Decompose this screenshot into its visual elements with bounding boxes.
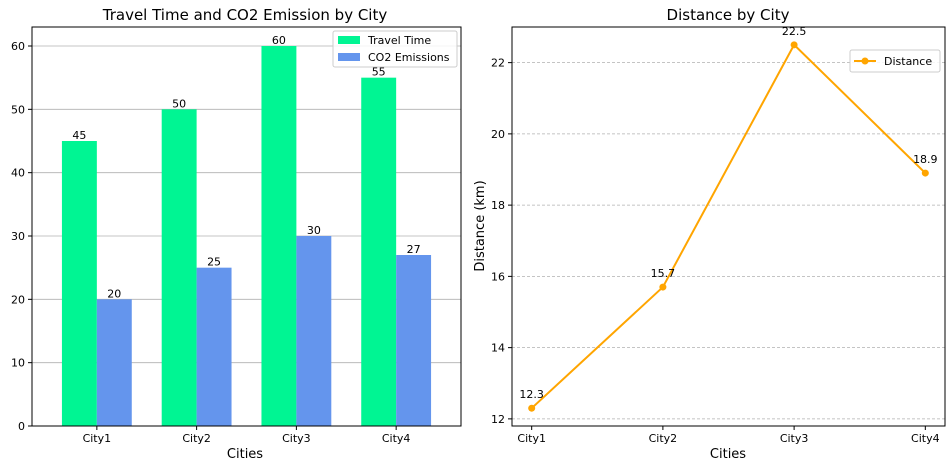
bar-value-label: 55	[372, 66, 386, 79]
point-value-label: 15.7	[651, 267, 676, 280]
line-chart-panel: Distance by City 12.3 15.7 22.5 18.9 12 14 16…	[473, 6, 946, 462]
bar-chart-legend: Travel Time CO2 Emissions	[332, 30, 458, 68]
bar-value-label: 30	[307, 224, 321, 237]
x-tick-label: City2	[649, 432, 678, 445]
y-tick-label: 0	[18, 420, 25, 433]
bar	[61, 141, 97, 426]
bar	[261, 46, 297, 426]
x-tick-label: City1	[83, 432, 112, 445]
bar-chart-frame	[31, 26, 462, 427]
point-value-label: 18.9	[913, 153, 938, 166]
line-chart-x-ticks: City1 City2 City3 City4	[517, 426, 940, 445]
x-tick-label: City4	[382, 432, 411, 445]
bar-value-label: 27	[407, 243, 421, 256]
x-tick-label: City1	[517, 432, 546, 445]
bar-chart-title: Travel Time and CO2 Emission by City	[102, 6, 388, 24]
bar-value-label: 60	[272, 34, 286, 47]
line-chart-legend: Distance	[849, 49, 941, 73]
y-tick-label: 60	[11, 40, 25, 53]
legend-box	[332, 30, 458, 68]
legend-box	[849, 49, 941, 73]
line-chart-gridlines	[512, 62, 945, 420]
point-value-label: 22.5	[782, 25, 807, 38]
x-tick-label: City4	[911, 432, 940, 445]
legend-swatch-travel-time	[338, 36, 360, 44]
y-tick-label: 50	[11, 103, 25, 116]
bar-chart-y-ticks: 0 10 20 30 40 50 60	[11, 40, 32, 433]
x-tick-label: City3	[282, 432, 311, 445]
bar-value-label: 25	[207, 256, 221, 269]
bar	[296, 236, 332, 426]
legend-label-travel-time: Travel Time	[367, 34, 431, 47]
line-chart-frame	[511, 26, 946, 427]
line-chart-y-ticks: 12 14 16 18 20 22	[491, 57, 512, 426]
data-point	[790, 41, 798, 49]
y-tick-label: 14	[491, 342, 505, 355]
bar	[196, 267, 232, 426]
bar	[396, 255, 432, 426]
y-tick-label: 18	[491, 199, 505, 212]
legend-label-distance: Distance	[884, 55, 932, 68]
bar-chart-panel: Travel Time and CO2 Emission by City 45 5…	[11, 6, 462, 462]
y-tick-label: 12	[491, 413, 505, 426]
bar	[361, 77, 397, 427]
y-tick-label: 16	[491, 270, 505, 283]
bar-value-label: 20	[107, 287, 121, 300]
line-chart-y-axis-label: Distance (km)	[473, 180, 488, 271]
distance-series-line	[531, 43, 927, 409]
line-chart-data-labels: 12.3 15.7 22.5 18.9	[519, 25, 937, 401]
line-chart-markers	[528, 41, 929, 412]
y-tick-label: 22	[491, 57, 505, 70]
bar-value-label: 45	[72, 129, 86, 142]
y-tick-label: 10	[11, 357, 25, 370]
bar	[161, 109, 197, 426]
line-chart-title: Distance by City	[667, 6, 790, 24]
data-point	[659, 283, 667, 291]
y-tick-label: 20	[11, 293, 25, 306]
x-tick-label: City3	[780, 432, 809, 445]
y-tick-label: 20	[491, 128, 505, 141]
legend-swatch-co2-emissions	[338, 53, 360, 61]
x-tick-label: City2	[182, 432, 211, 445]
line-chart-x-axis-label: Cities	[710, 447, 746, 462]
point-value-label: 12.3	[519, 388, 544, 401]
bar-chart-data-labels: 45 50 60 55 20 25 30 27	[72, 34, 420, 300]
bar-value-label: 50	[172, 97, 186, 110]
y-tick-label: 30	[11, 230, 25, 243]
data-point	[921, 169, 929, 177]
legend-marker-distance	[861, 57, 869, 65]
y-tick-label: 40	[11, 167, 25, 180]
bar-chart-x-axis-label: Cities	[227, 447, 263, 462]
data-point	[528, 404, 536, 412]
bar-chart-x-ticks: City1 City2 City3 City4	[83, 426, 411, 445]
legend-label-co2-emissions: CO2 Emissions	[368, 51, 450, 64]
bar	[96, 299, 132, 426]
bar-chart-bars	[61, 46, 432, 427]
